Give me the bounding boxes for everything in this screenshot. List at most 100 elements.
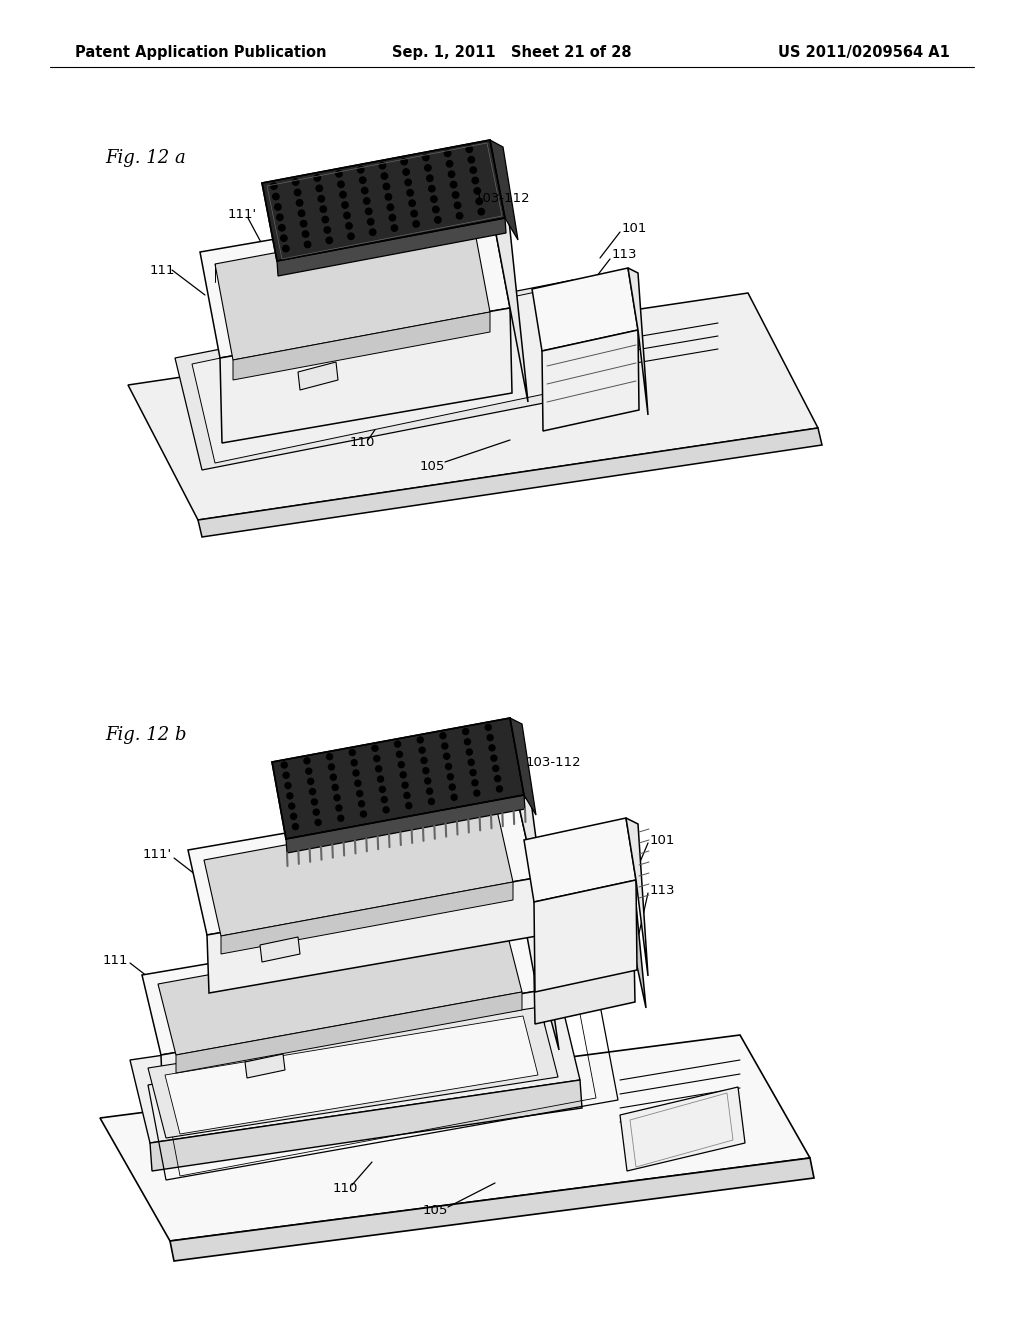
Circle shape	[463, 729, 469, 734]
Polygon shape	[534, 952, 635, 1024]
Circle shape	[294, 189, 301, 195]
Circle shape	[453, 191, 459, 198]
Circle shape	[452, 795, 457, 800]
Circle shape	[285, 783, 291, 788]
Text: 111: 111	[102, 953, 128, 966]
Circle shape	[279, 224, 285, 231]
Polygon shape	[188, 793, 535, 935]
Circle shape	[444, 150, 451, 157]
Polygon shape	[175, 280, 600, 470]
Circle shape	[327, 754, 333, 759]
Circle shape	[497, 785, 503, 792]
Polygon shape	[624, 898, 646, 1008]
Circle shape	[468, 157, 474, 162]
Circle shape	[423, 768, 429, 774]
Circle shape	[338, 816, 344, 821]
Polygon shape	[150, 1080, 582, 1171]
Circle shape	[331, 775, 336, 780]
Circle shape	[344, 213, 350, 219]
Circle shape	[434, 216, 441, 223]
Polygon shape	[510, 718, 536, 814]
Circle shape	[306, 768, 311, 774]
Text: 110: 110	[349, 437, 375, 450]
Circle shape	[398, 762, 404, 768]
Circle shape	[425, 165, 431, 172]
Polygon shape	[262, 140, 505, 261]
Polygon shape	[524, 909, 559, 1049]
Circle shape	[396, 751, 402, 758]
Circle shape	[372, 746, 378, 751]
Text: 111': 111'	[227, 209, 257, 222]
Circle shape	[274, 203, 281, 210]
Circle shape	[355, 780, 360, 787]
Circle shape	[353, 770, 359, 776]
Circle shape	[478, 209, 484, 215]
Text: Fig. 12 b: Fig. 12 b	[105, 726, 186, 744]
Circle shape	[387, 205, 393, 210]
Circle shape	[298, 210, 305, 216]
Polygon shape	[220, 308, 512, 444]
Circle shape	[413, 220, 420, 227]
Circle shape	[470, 770, 476, 776]
Polygon shape	[260, 937, 300, 962]
Circle shape	[493, 766, 499, 771]
Polygon shape	[200, 202, 510, 358]
Polygon shape	[286, 795, 525, 853]
Circle shape	[431, 195, 437, 202]
Polygon shape	[198, 428, 822, 537]
Circle shape	[449, 172, 455, 177]
Circle shape	[450, 784, 456, 791]
Circle shape	[361, 187, 368, 194]
Circle shape	[316, 185, 323, 191]
Circle shape	[466, 147, 472, 153]
Text: Fig. 12 a: Fig. 12 a	[105, 149, 185, 168]
Circle shape	[357, 166, 364, 173]
Text: 110: 110	[333, 1181, 357, 1195]
Circle shape	[332, 784, 338, 791]
Polygon shape	[100, 1035, 810, 1241]
Circle shape	[351, 760, 357, 766]
Circle shape	[487, 735, 494, 741]
Circle shape	[368, 219, 374, 224]
Polygon shape	[165, 1016, 538, 1134]
Circle shape	[455, 202, 461, 209]
Circle shape	[323, 216, 329, 223]
Circle shape	[474, 187, 480, 194]
Circle shape	[394, 741, 400, 747]
Circle shape	[376, 766, 382, 772]
Circle shape	[340, 191, 346, 198]
Circle shape	[403, 792, 410, 799]
Circle shape	[385, 194, 391, 201]
Circle shape	[336, 805, 342, 810]
Circle shape	[324, 227, 331, 234]
Circle shape	[409, 201, 416, 206]
Circle shape	[358, 801, 365, 807]
Circle shape	[391, 224, 397, 231]
Circle shape	[349, 750, 355, 755]
Circle shape	[495, 776, 501, 781]
Circle shape	[472, 177, 478, 183]
Text: 111: 111	[150, 264, 175, 276]
Circle shape	[293, 178, 299, 185]
Circle shape	[451, 181, 457, 187]
Polygon shape	[207, 878, 537, 993]
Circle shape	[314, 174, 321, 181]
Polygon shape	[245, 1053, 285, 1078]
Circle shape	[291, 813, 297, 820]
Circle shape	[356, 791, 362, 796]
Circle shape	[281, 235, 287, 242]
Polygon shape	[158, 921, 522, 1055]
Circle shape	[374, 755, 380, 762]
Circle shape	[307, 779, 313, 784]
Text: 105: 105	[422, 1204, 447, 1217]
Polygon shape	[628, 268, 648, 414]
Polygon shape	[490, 140, 518, 240]
Circle shape	[428, 799, 434, 804]
Circle shape	[406, 803, 412, 809]
Circle shape	[421, 758, 427, 763]
Polygon shape	[278, 218, 506, 276]
Text: US 2011/0209564 A1: US 2011/0209564 A1	[778, 45, 950, 59]
Circle shape	[465, 739, 470, 744]
Polygon shape	[298, 362, 338, 389]
Circle shape	[490, 755, 497, 762]
